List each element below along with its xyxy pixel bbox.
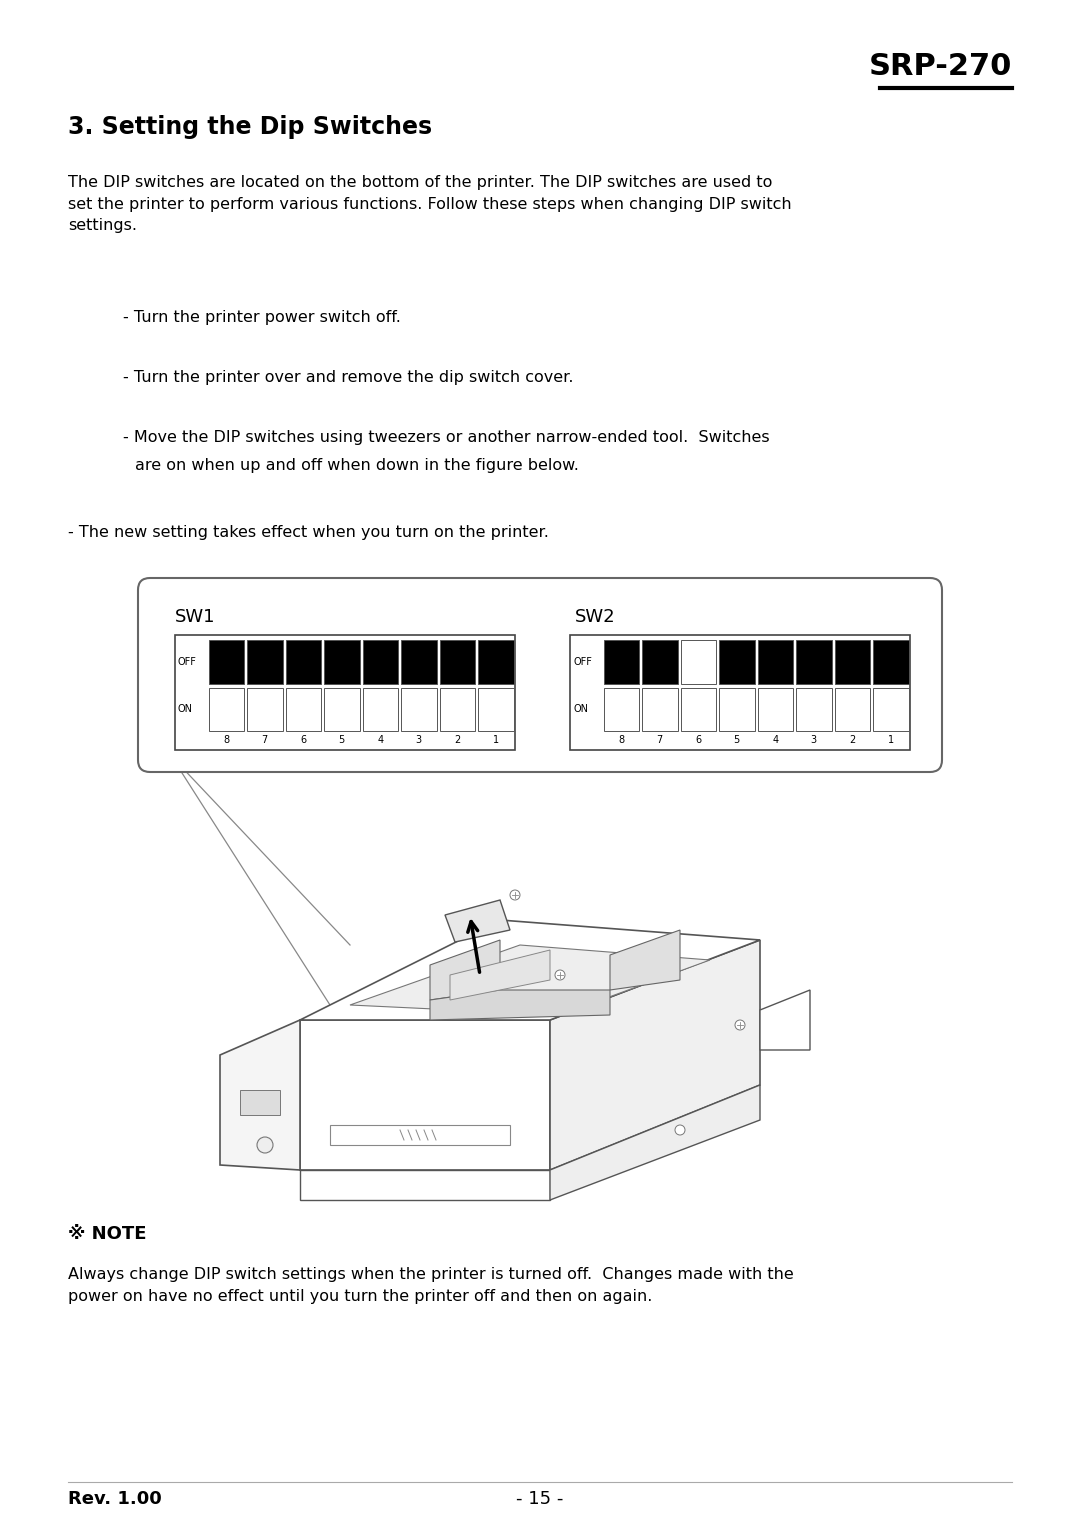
Bar [642, 640, 677, 684]
Text: 3. Setting the Dip Switches: 3. Setting the Dip Switches [68, 115, 432, 139]
Text: 1: 1 [888, 734, 894, 745]
Bar [719, 640, 755, 684]
Bar [719, 687, 755, 731]
Polygon shape [350, 945, 710, 1015]
Text: 5: 5 [339, 734, 345, 745]
Text: OFF: OFF [178, 657, 197, 667]
Text: 3: 3 [811, 734, 816, 745]
Text: 4: 4 [377, 734, 383, 745]
Bar [642, 687, 677, 731]
Bar [796, 640, 832, 684]
Text: - 15 -: - 15 - [516, 1490, 564, 1509]
Bar [604, 687, 639, 731]
Text: are on when up and off when down in the figure below.: are on when up and off when down in the … [135, 458, 579, 473]
Text: 2: 2 [849, 734, 855, 745]
Polygon shape [430, 941, 500, 1000]
Bar [208, 640, 244, 684]
Bar [478, 640, 513, 684]
Bar [285, 687, 321, 731]
Bar [285, 640, 321, 684]
Circle shape [510, 890, 519, 899]
Bar [247, 640, 283, 684]
Text: 1: 1 [492, 734, 499, 745]
Text: SRP-270: SRP-270 [868, 52, 1012, 81]
Polygon shape [300, 1170, 550, 1200]
Circle shape [735, 1020, 745, 1031]
Polygon shape [550, 941, 760, 1170]
Bar [175, 635, 515, 750]
Text: 8: 8 [224, 734, 229, 745]
Text: 7: 7 [261, 734, 268, 745]
Text: The DIP switches are located on the bottom of the printer. The DIP switches are : The DIP switches are located on the bott… [68, 176, 792, 234]
Bar [835, 640, 870, 684]
Text: ※ NOTE: ※ NOTE [68, 1225, 147, 1243]
FancyBboxPatch shape [138, 579, 942, 773]
Bar [604, 640, 639, 684]
Bar [835, 687, 870, 731]
Text: - Turn the printer power switch off.: - Turn the printer power switch off. [123, 310, 401, 325]
Bar [478, 687, 513, 731]
Bar [440, 640, 475, 684]
Circle shape [555, 970, 565, 980]
Bar [440, 687, 475, 731]
Text: 2: 2 [454, 734, 460, 745]
Text: Always change DIP switch settings when the printer is turned off.  Changes made : Always change DIP switch settings when t… [68, 1267, 794, 1304]
Bar [680, 640, 716, 684]
Bar [757, 640, 793, 684]
Circle shape [257, 1138, 273, 1153]
Bar [873, 687, 908, 731]
Circle shape [675, 1125, 685, 1135]
Text: Rev. 1.00: Rev. 1.00 [68, 1490, 162, 1509]
Text: SW1: SW1 [175, 608, 216, 626]
Bar [873, 640, 908, 684]
Polygon shape [445, 899, 510, 942]
Bar [324, 687, 360, 731]
Bar [208, 687, 244, 731]
Bar [363, 687, 399, 731]
Text: 6: 6 [696, 734, 701, 745]
Polygon shape [300, 919, 760, 1020]
Bar [757, 687, 793, 731]
Bar [796, 687, 832, 731]
Text: ON: ON [573, 704, 588, 715]
Polygon shape [550, 1086, 760, 1200]
Text: 3: 3 [416, 734, 422, 745]
Text: - Turn the printer over and remove the dip switch cover.: - Turn the printer over and remove the d… [123, 370, 573, 385]
Bar [363, 640, 399, 684]
Polygon shape [430, 989, 610, 1020]
Polygon shape [300, 1020, 550, 1170]
Text: 5: 5 [733, 734, 740, 745]
Text: SW2: SW2 [575, 608, 616, 626]
Text: - Move the DIP switches using tweezers or another narrow-ended tool.  Switches: - Move the DIP switches using tweezers o… [123, 431, 770, 444]
Polygon shape [610, 930, 680, 989]
Bar [401, 687, 436, 731]
Bar [324, 640, 360, 684]
Text: - The new setting takes effect when you turn on the printer.: - The new setting takes effect when you … [68, 525, 549, 541]
Bar [570, 635, 910, 750]
Bar [401, 640, 436, 684]
Text: ON: ON [178, 704, 193, 715]
Bar [680, 687, 716, 731]
Bar [247, 687, 283, 731]
Text: OFF: OFF [573, 657, 592, 667]
Polygon shape [220, 1020, 300, 1170]
Polygon shape [450, 950, 550, 1000]
Polygon shape [330, 1125, 510, 1145]
Text: 8: 8 [618, 734, 624, 745]
Polygon shape [240, 1090, 280, 1115]
Polygon shape [760, 989, 810, 1051]
Text: 4: 4 [772, 734, 779, 745]
Text: 7: 7 [657, 734, 663, 745]
Text: 6: 6 [300, 734, 307, 745]
